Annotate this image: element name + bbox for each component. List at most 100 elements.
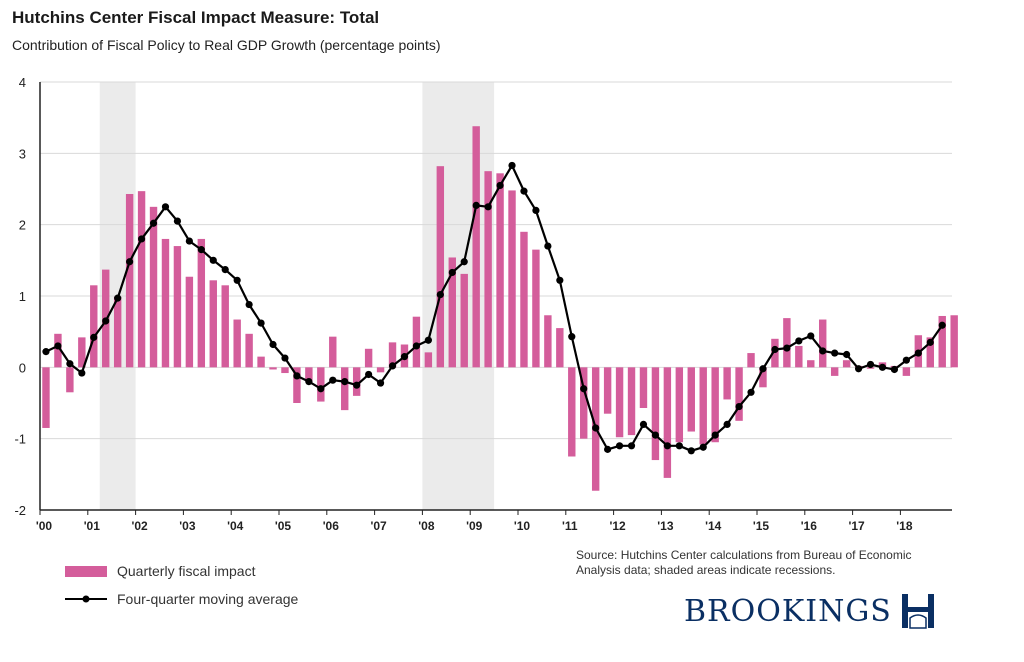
- bar: [149, 206, 158, 368]
- x-tick-label: '05: [275, 519, 292, 533]
- moving-average-point: [233, 276, 241, 284]
- moving-average-point: [496, 181, 504, 190]
- bar: [795, 345, 803, 368]
- moving-average-point: [137, 235, 146, 243]
- bar: [293, 367, 301, 403]
- moving-average-point: [878, 363, 887, 371]
- moving-average-point: [735, 402, 743, 411]
- bar: [508, 190, 516, 368]
- bar: [364, 348, 373, 368]
- bar: [556, 328, 564, 368]
- fiscal-impact-chart: 4 3 2 1 0 -1 -2 '00 '01 '02 '03 '04 '05 '06 '07 '08 '09 '…: [14, 75, 958, 533]
- bar: [627, 367, 636, 436]
- x-tick-label: '14: [705, 519, 722, 533]
- moving-average-series: [42, 161, 946, 455]
- x-tick-label: '13: [657, 519, 674, 533]
- bar: [173, 246, 182, 368]
- y-tick-label: 3: [19, 146, 26, 161]
- bar: [78, 337, 86, 368]
- moving-average-point: [854, 365, 863, 373]
- legend-bar-swatch: [65, 565, 107, 577]
- moving-average-point: [592, 424, 600, 432]
- bar: [137, 191, 146, 368]
- bar: [448, 257, 456, 368]
- moving-average-point: [902, 356, 910, 364]
- moving-average-point: [580, 385, 588, 393]
- moving-average-point: [759, 365, 767, 373]
- moving-average-point: [54, 342, 62, 350]
- moving-average-point: [472, 201, 480, 210]
- y-tick-label: 0: [19, 360, 26, 375]
- bar: [388, 342, 397, 368]
- x-tick-label: '10: [514, 519, 531, 533]
- brookings-logo: BROOKINGS: [684, 592, 936, 630]
- bar: [711, 367, 719, 443]
- bar: [723, 367, 731, 400]
- moving-average-point: [424, 336, 432, 344]
- bar: [412, 316, 421, 368]
- bar: [161, 238, 170, 368]
- moving-average-point: [329, 376, 337, 384]
- moving-average-point: [890, 365, 899, 374]
- moving-average-point: [42, 348, 50, 356]
- moving-average-point: [843, 350, 851, 359]
- bar: [651, 367, 660, 461]
- moving-average-point: [807, 332, 815, 340]
- moving-average-point: [149, 219, 158, 227]
- brookings-h-icon: [901, 594, 934, 629]
- moving-average-point: [675, 442, 683, 450]
- moving-average-point: [484, 203, 492, 211]
- moving-average-point: [305, 378, 313, 386]
- bar: [819, 319, 827, 368]
- moving-average-point: [508, 161, 516, 170]
- bar: [376, 367, 385, 373]
- bar: [269, 367, 277, 370]
- bar: [460, 273, 468, 368]
- moving-average-point: [126, 258, 134, 266]
- x-tick-label: '04: [227, 519, 244, 533]
- legend-bar-label: Quarterly fiscal impact: [117, 563, 256, 579]
- bar: [66, 367, 74, 393]
- moving-average-point: [317, 385, 325, 393]
- moving-average-point: [568, 333, 576, 341]
- moving-average-point: [532, 206, 540, 214]
- x-tick-label: '01: [84, 519, 101, 533]
- moving-average-point: [293, 372, 301, 380]
- source-line-1: Source: Hutchins Center calculations fro…: [576, 548, 912, 562]
- x-tick-label: '00: [36, 519, 53, 533]
- moving-average-point: [221, 266, 229, 274]
- bar: [484, 171, 492, 368]
- moving-average-point: [866, 360, 875, 369]
- moving-average-point: [376, 379, 385, 387]
- bar: [675, 367, 684, 443]
- moving-average-point: [209, 256, 217, 264]
- moving-average-point: [460, 258, 468, 266]
- moving-average-point: [269, 340, 277, 349]
- legend-line-swatch: [65, 595, 107, 603]
- bar: [329, 336, 337, 368]
- bar: [842, 360, 851, 368]
- moving-average-point: [795, 337, 803, 345]
- bar: [902, 367, 911, 376]
- moving-average-point: [615, 442, 624, 450]
- bar: [113, 296, 122, 368]
- x-tick-label: '02: [131, 519, 148, 533]
- moving-average-point: [699, 443, 707, 451]
- moving-average-point: [926, 338, 934, 346]
- bar-series: [42, 126, 958, 491]
- axis-layer: 4 3 2 1 0 -1 -2 '00 '01 '02 '03 '04 '05 '06 '07 '08 '09 '…: [14, 75, 952, 533]
- bar: [257, 356, 265, 368]
- bar: [950, 315, 958, 368]
- bar: [544, 315, 552, 368]
- bar: [197, 238, 206, 368]
- moving-average-point: [257, 319, 265, 327]
- moving-average-point: [388, 362, 397, 370]
- moving-average-point: [783, 344, 791, 352]
- moving-average-point: [520, 187, 528, 195]
- bar: [699, 367, 707, 445]
- x-tick-label: '16: [801, 519, 818, 533]
- moving-average-point: [914, 349, 922, 357]
- bar: [54, 333, 62, 368]
- chart-title: Hutchins Center Fiscal Impact Measure: T…: [12, 8, 380, 27]
- moving-average-point: [90, 333, 98, 341]
